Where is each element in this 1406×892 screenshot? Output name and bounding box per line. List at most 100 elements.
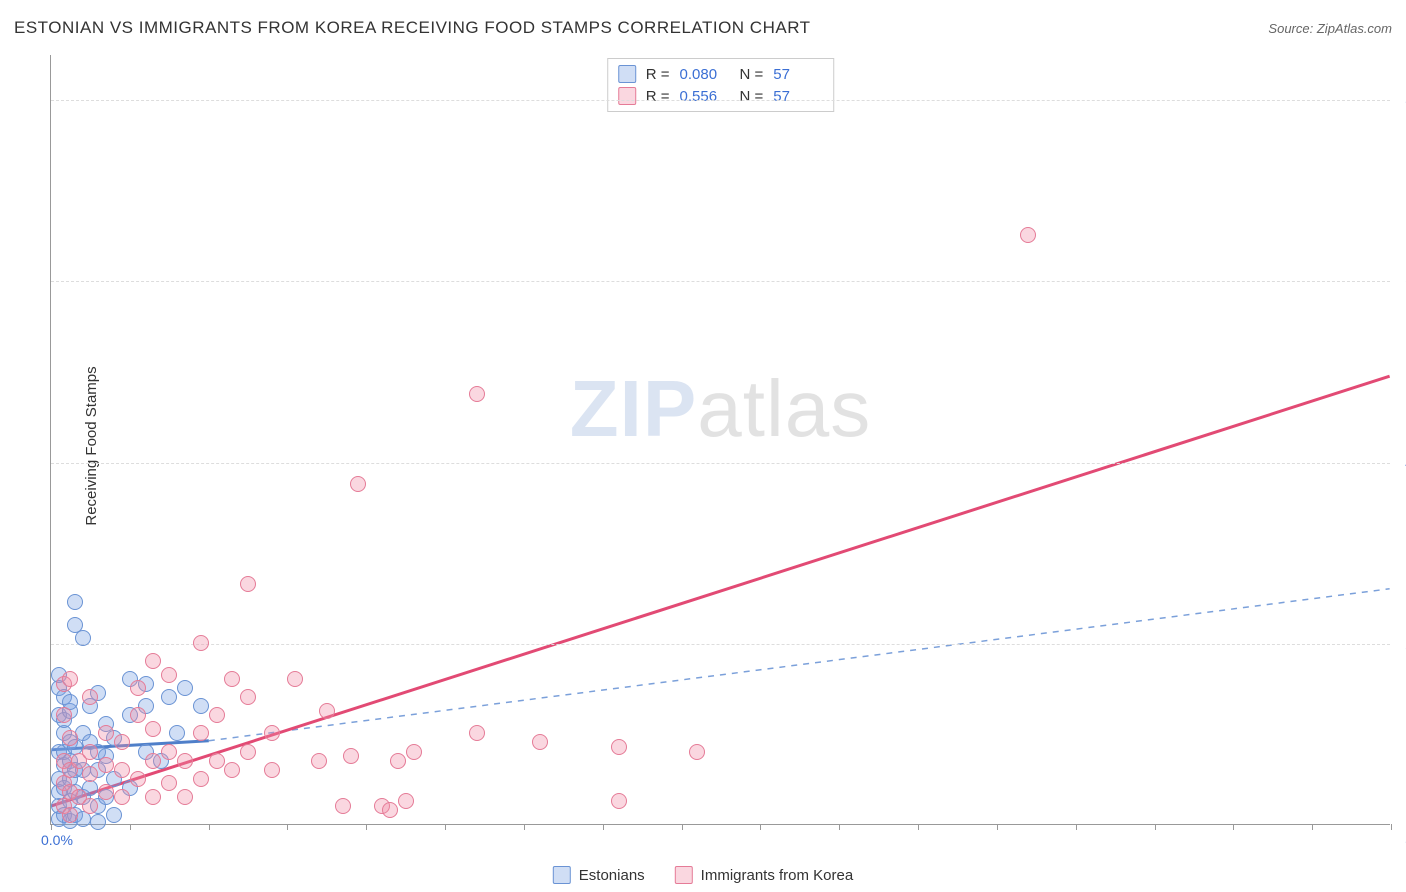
data-point bbox=[114, 789, 130, 805]
data-point bbox=[406, 744, 422, 760]
data-point bbox=[98, 784, 114, 800]
data-point bbox=[532, 734, 548, 750]
data-point bbox=[67, 594, 83, 610]
data-point bbox=[240, 744, 256, 760]
data-point bbox=[177, 680, 193, 696]
data-point bbox=[193, 635, 209, 651]
data-point bbox=[240, 689, 256, 705]
data-point bbox=[130, 771, 146, 787]
x-tick bbox=[760, 824, 761, 830]
data-point bbox=[145, 789, 161, 805]
data-point bbox=[350, 476, 366, 492]
data-point bbox=[82, 744, 98, 760]
x-tick bbox=[1391, 824, 1392, 830]
data-point bbox=[114, 734, 130, 750]
x-tick bbox=[51, 824, 52, 830]
data-point bbox=[62, 807, 78, 823]
data-point bbox=[193, 725, 209, 741]
swatch-icon bbox=[675, 866, 693, 884]
data-point bbox=[224, 671, 240, 687]
data-point bbox=[145, 721, 161, 737]
data-point bbox=[98, 757, 114, 773]
x-tick bbox=[524, 824, 525, 830]
data-point bbox=[90, 814, 106, 830]
data-point bbox=[469, 725, 485, 741]
data-point bbox=[287, 671, 303, 687]
data-point bbox=[177, 789, 193, 805]
data-point bbox=[75, 630, 91, 646]
data-point bbox=[469, 386, 485, 402]
data-point bbox=[398, 793, 414, 809]
legend-stats-row: R = 0.556 N = 57 bbox=[618, 85, 824, 107]
data-point bbox=[1020, 227, 1036, 243]
data-point bbox=[209, 707, 225, 723]
trend-lines bbox=[51, 55, 1390, 824]
data-point bbox=[382, 802, 398, 818]
x-tick bbox=[445, 824, 446, 830]
x-tick bbox=[603, 824, 604, 830]
x-tick bbox=[209, 824, 210, 830]
legend-stats-row: R = 0.080 N = 57 bbox=[618, 63, 824, 85]
data-point bbox=[56, 707, 72, 723]
data-point bbox=[343, 748, 359, 764]
x-tick bbox=[1076, 824, 1077, 830]
legend-item: Immigrants from Korea bbox=[675, 866, 854, 884]
data-point bbox=[82, 798, 98, 814]
data-point bbox=[311, 753, 327, 769]
x-tick bbox=[682, 824, 683, 830]
x-axis-min-label: 0.0% bbox=[41, 832, 73, 848]
data-point bbox=[161, 744, 177, 760]
data-point bbox=[209, 753, 225, 769]
data-point bbox=[611, 739, 627, 755]
swatch-icon bbox=[553, 866, 571, 884]
gridline bbox=[51, 281, 1390, 282]
x-tick bbox=[839, 824, 840, 830]
legend-item: Estonians bbox=[553, 866, 645, 884]
data-point bbox=[114, 762, 130, 778]
data-point bbox=[145, 653, 161, 669]
data-point bbox=[130, 680, 146, 696]
data-point bbox=[335, 798, 351, 814]
data-point bbox=[62, 671, 78, 687]
data-point bbox=[224, 762, 240, 778]
x-tick bbox=[130, 824, 131, 830]
x-tick bbox=[1233, 824, 1234, 830]
gridline bbox=[51, 644, 1390, 645]
source-credit: Source: ZipAtlas.com bbox=[1268, 21, 1392, 36]
data-point bbox=[130, 707, 146, 723]
gridline bbox=[51, 100, 1390, 101]
swatch-icon bbox=[618, 65, 636, 83]
legend-label: Immigrants from Korea bbox=[701, 867, 854, 884]
page-title: ESTONIAN VS IMMIGRANTS FROM KOREA RECEIV… bbox=[14, 18, 811, 38]
data-point bbox=[177, 753, 193, 769]
legend-stats: R = 0.080 N = 57 R = 0.556 N = 57 bbox=[607, 58, 835, 112]
data-point bbox=[169, 725, 185, 741]
data-point bbox=[106, 807, 122, 823]
x-tick bbox=[997, 824, 998, 830]
swatch-icon bbox=[618, 87, 636, 105]
scatter-plot: ZIPatlas R = 0.080 N = 57 R = 0.556 N = … bbox=[50, 55, 1390, 825]
data-point bbox=[193, 698, 209, 714]
source-link[interactable]: ZipAtlas.com bbox=[1317, 21, 1392, 36]
data-point bbox=[161, 667, 177, 683]
watermark: ZIPatlas bbox=[570, 363, 871, 455]
data-point bbox=[82, 766, 98, 782]
data-point bbox=[264, 762, 280, 778]
x-tick bbox=[1312, 824, 1313, 830]
data-point bbox=[161, 689, 177, 705]
x-tick bbox=[287, 824, 288, 830]
x-tick bbox=[918, 824, 919, 830]
data-point bbox=[319, 703, 335, 719]
data-point bbox=[264, 725, 280, 741]
gridline bbox=[51, 463, 1390, 464]
x-tick bbox=[366, 824, 367, 830]
data-point bbox=[689, 744, 705, 760]
data-point bbox=[82, 689, 98, 705]
legend-series: Estonians Immigrants from Korea bbox=[553, 866, 853, 884]
legend-label: Estonians bbox=[579, 867, 645, 884]
data-point bbox=[161, 775, 177, 791]
x-tick bbox=[1155, 824, 1156, 830]
data-point bbox=[62, 730, 78, 746]
data-point bbox=[240, 576, 256, 592]
data-point bbox=[98, 725, 114, 741]
